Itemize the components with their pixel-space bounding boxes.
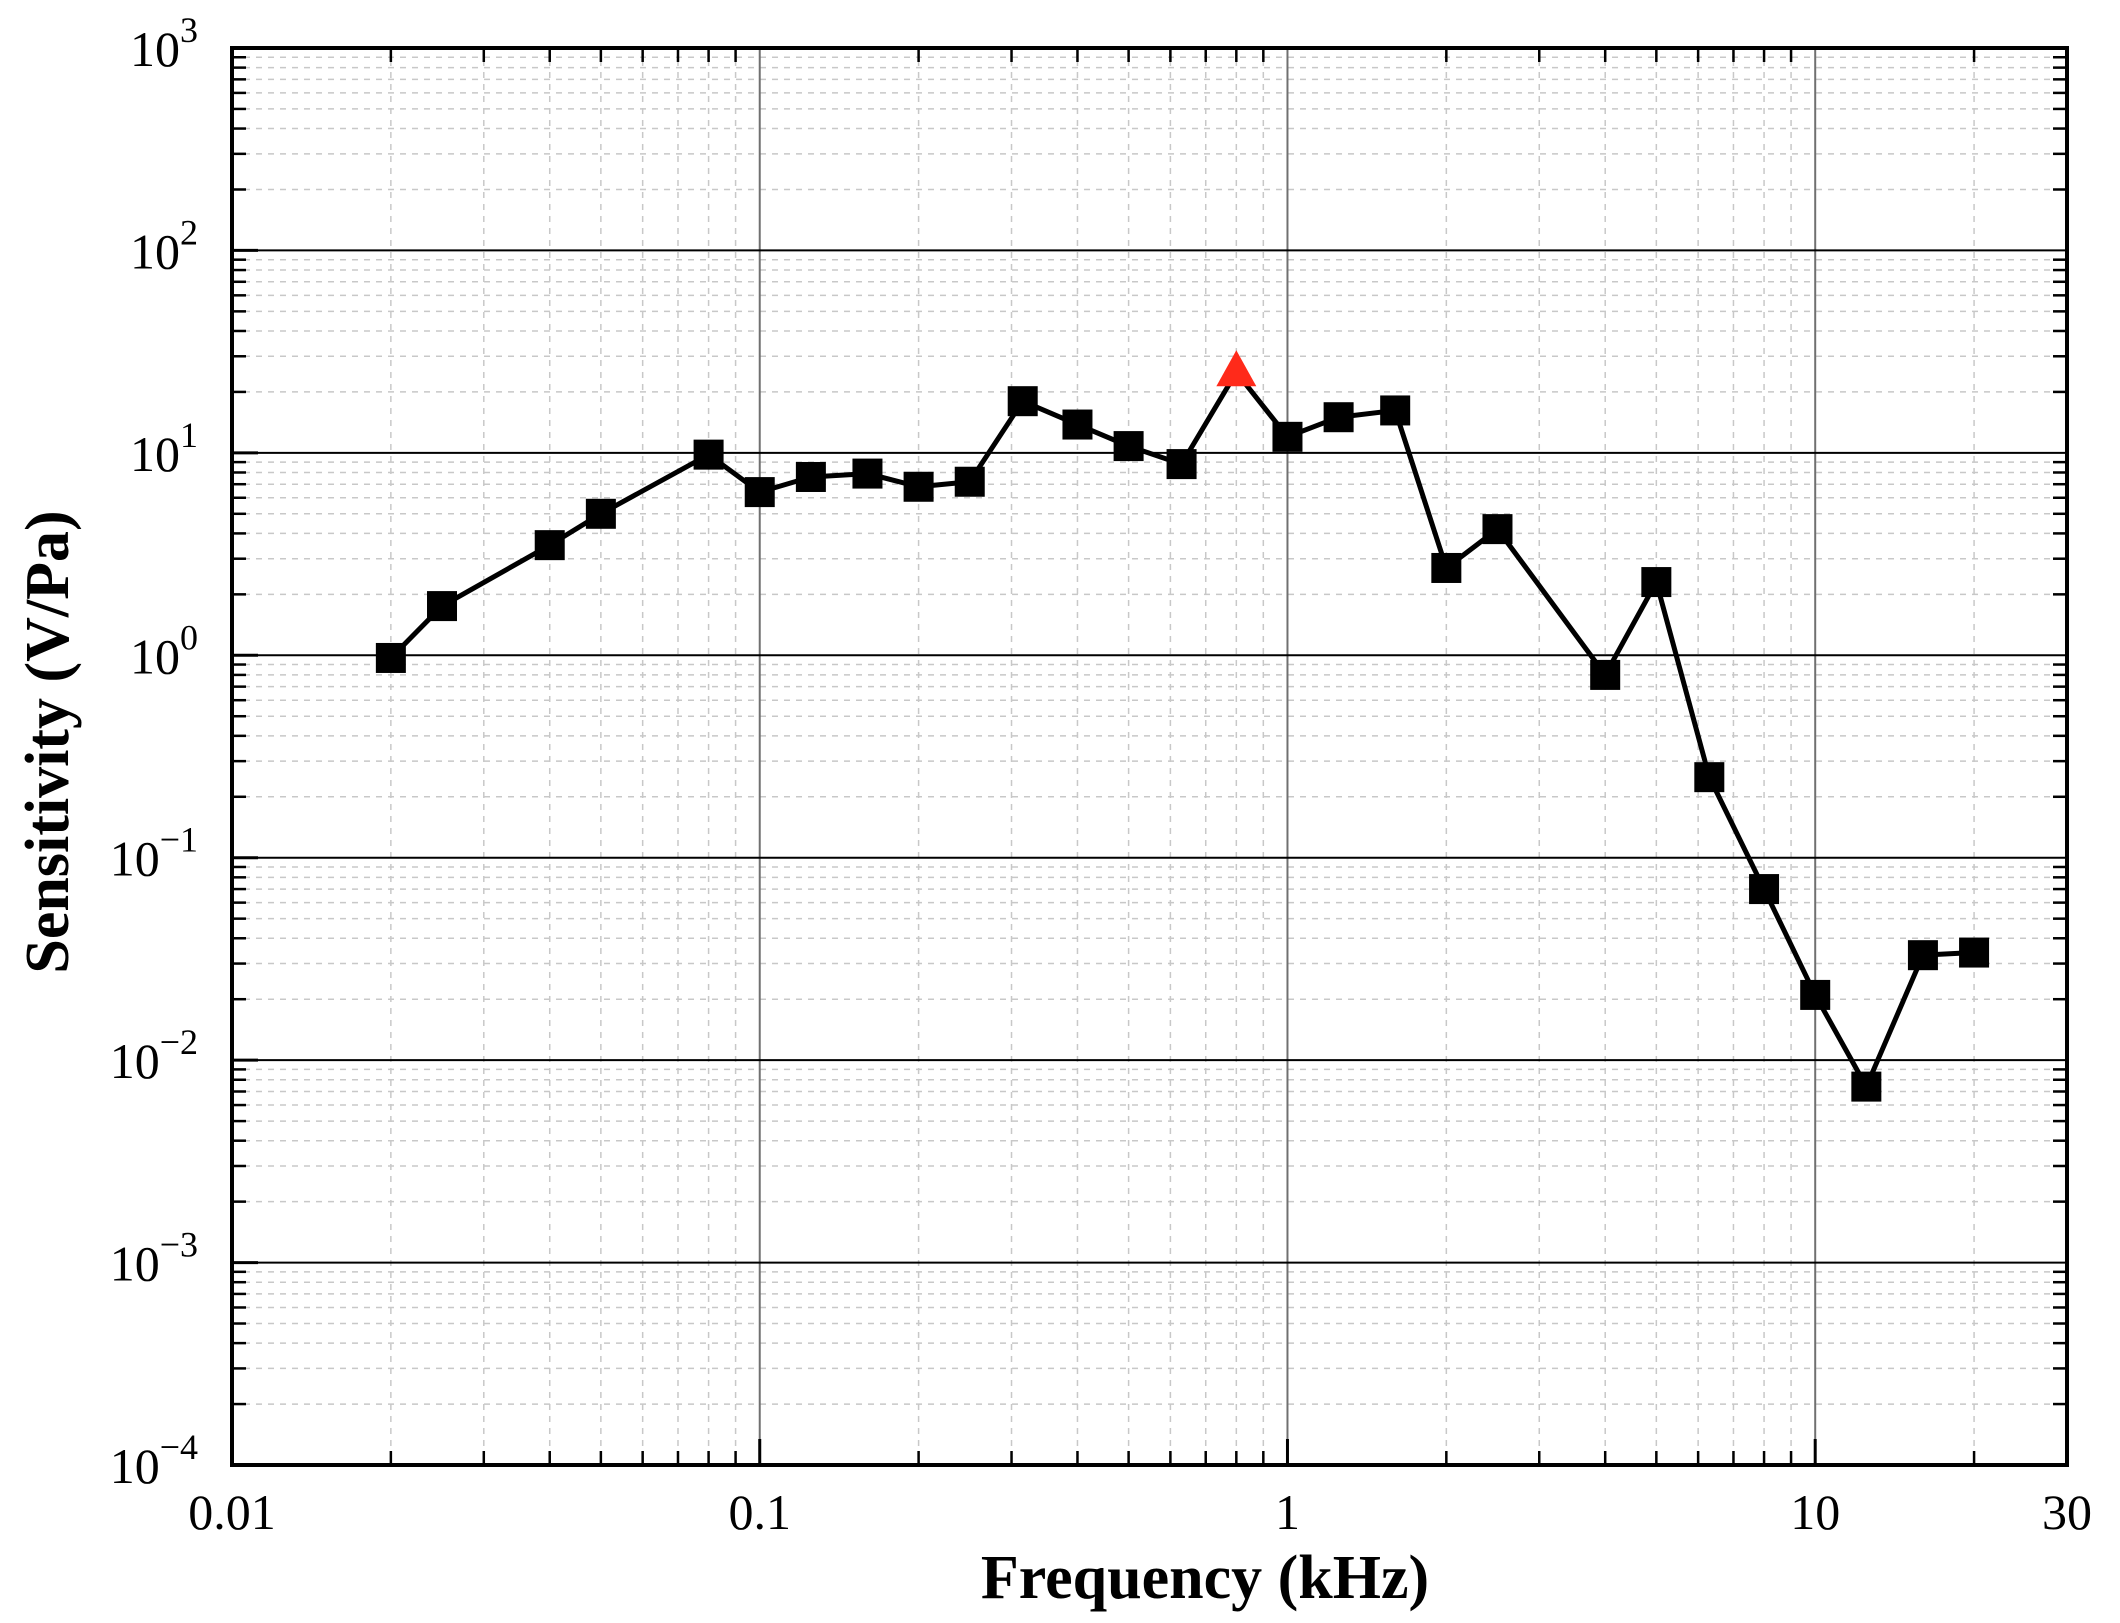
square-marker	[1907, 940, 1938, 971]
square-marker	[375, 642, 406, 673]
x-tick-labels: 0.01 0.1 1 10 30	[188, 1484, 2092, 1540]
axis-ticks	[230, 46, 2067, 1467]
y-tick-label: 10−2	[110, 1022, 198, 1089]
square-marker	[534, 530, 565, 561]
square-marker	[1113, 431, 1144, 462]
y-tick-label: 10−1	[110, 820, 198, 887]
y-tick-base: 10	[130, 628, 180, 684]
square-marker	[1482, 514, 1513, 545]
x-tick-label: 30	[2042, 1484, 2092, 1540]
y-tick-base: 10	[110, 1236, 160, 1292]
y-tick-base: 10	[130, 223, 180, 279]
y-tick-label: 101	[130, 415, 198, 482]
y-tick-exponent: 2	[180, 212, 198, 252]
square-marker	[1749, 874, 1780, 905]
y-tick-exponent: −1	[160, 820, 198, 860]
square-marker	[1641, 567, 1672, 598]
y-axis-title: Sensitivity (V/Pa)	[14, 510, 82, 973]
x-tick-label: 0.1	[728, 1484, 791, 1540]
y-tick-base: 10	[130, 426, 180, 482]
data-markers	[375, 350, 1990, 1102]
y-tick-label: 100	[130, 617, 198, 684]
square-marker	[1590, 659, 1621, 690]
sensitivity-line	[389, 369, 1975, 1090]
square-marker	[954, 466, 985, 497]
y-tick-base: 10	[110, 831, 160, 887]
y-tick-exponent: −4	[160, 1427, 198, 1467]
plot-frame	[230, 46, 2069, 1467]
square-marker	[1323, 402, 1354, 433]
square-marker	[1062, 409, 1093, 440]
x-tick-label: 10	[1790, 1484, 1840, 1540]
y-tick-base: 10	[110, 1438, 160, 1494]
y-tick-base: 10	[110, 1033, 160, 1089]
y-tick-label: 10−4	[110, 1427, 198, 1494]
square-marker	[852, 458, 883, 489]
square-marker	[1166, 449, 1197, 480]
square-marker	[795, 461, 826, 492]
square-marker	[1694, 762, 1725, 793]
y-tick-exponent: −2	[160, 1022, 198, 1062]
y-tick-exponent: 3	[180, 10, 198, 50]
series-line	[389, 369, 1975, 1090]
major-grid	[232, 48, 2067, 1465]
y-tick-label: 10−3	[110, 1225, 198, 1292]
square-marker	[1007, 386, 1038, 417]
square-marker	[585, 498, 616, 529]
y-tick-label: 102	[130, 212, 198, 279]
square-marker	[1800, 979, 1831, 1010]
square-marker	[1272, 421, 1303, 452]
square-marker	[1959, 937, 1990, 968]
y-tick-label: 103	[130, 10, 198, 77]
x-axis-title: Frequency (kHz)	[981, 1544, 1429, 1612]
highlight-triangle-marker	[1216, 350, 1257, 387]
square-marker	[744, 477, 775, 508]
minor-grid	[232, 48, 2067, 1465]
square-marker	[1380, 395, 1411, 426]
y-tick-exponent: 0	[180, 617, 198, 657]
y-tick-base: 10	[130, 21, 180, 77]
square-marker	[427, 591, 458, 622]
x-tick-label: 0.01	[188, 1484, 276, 1540]
y-tick-exponent: 1	[180, 415, 198, 455]
square-marker	[1851, 1071, 1882, 1102]
x-tick-label: 1	[1275, 1484, 1300, 1540]
square-marker	[693, 439, 724, 470]
square-marker	[903, 471, 934, 502]
y-tick-exponent: −3	[160, 1225, 198, 1265]
square-marker	[1431, 552, 1462, 583]
